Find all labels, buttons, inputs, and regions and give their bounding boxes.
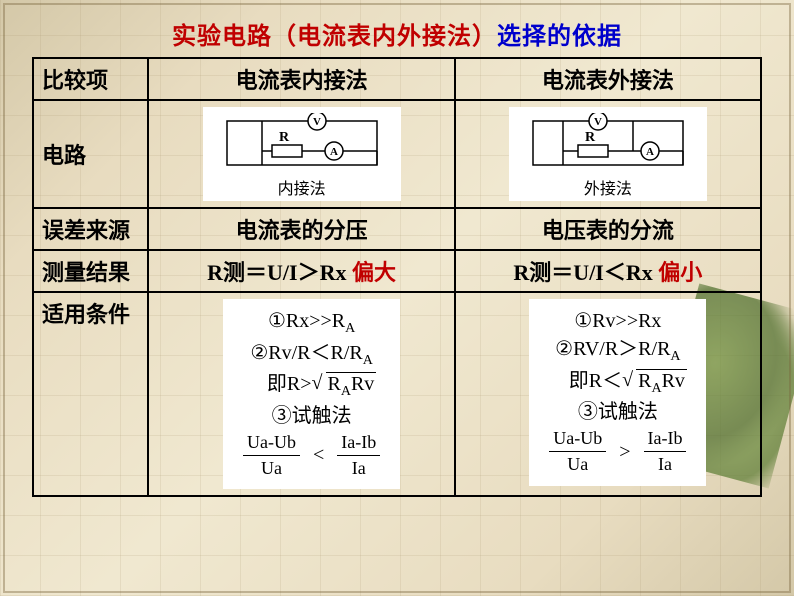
svg-text:A: A [646, 146, 654, 158]
comparison-table: 比较项 电流表内接法 电流表外接法 电路 V R [32, 57, 762, 497]
error-label: 误差来源 [33, 208, 148, 250]
cond2-line4: ③试触法 [545, 398, 690, 426]
cond2-line3: 即R＜RARv [545, 367, 690, 399]
svg-text:A: A [330, 146, 338, 158]
title-blue: 选择的依据 [497, 24, 622, 50]
header-row: 比较项 电流表内接法 电流表外接法 [33, 58, 761, 100]
cond-col1: ①Rx>>RA ②Rv/R＜R/RA 即R>RARv ③试触法 Ua-UbUa … [148, 292, 454, 496]
cond2-frac: Ua-UbUa > Ia-IbIa [545, 426, 690, 477]
circuit-label: 电路 [33, 100, 148, 208]
cond2-line1: ①Rv>>Rx [545, 307, 690, 335]
result-col2-black: R测＝U/I＜Rx [513, 260, 658, 285]
error-col1: 电流表的分压 [148, 208, 454, 250]
circuit-external-caption: 外接法 [523, 175, 693, 199]
cond-label: 适用条件 [33, 292, 148, 496]
result-col2-red: 偏小 [658, 260, 702, 285]
header-rowlabel: 比较项 [33, 58, 148, 100]
svg-text:R: R [279, 130, 290, 145]
cond1-line3: 即R>RARv [239, 370, 384, 402]
result-col1: R测＝U/I＞Rx 偏大 [148, 250, 454, 292]
error-col2: 电压表的分流 [455, 208, 761, 250]
cond2-line2: ②RV/R＞R/RA [545, 335, 690, 367]
cond1-line4: ③试触法 [239, 402, 384, 430]
circuit-external-cell: V R A 外接法 [455, 100, 761, 208]
result-col2: R测＝U/I＜Rx 偏小 [455, 250, 761, 292]
page-title: 实验电路（电流表内外接法）选择的依据 [32, 16, 762, 51]
cond1-line2: ②Rv/R＜R/RA [239, 339, 384, 371]
cond1-line1: ①Rx>>RA [239, 307, 384, 339]
cond-row: 适用条件 ①Rx>>RA ②Rv/R＜R/RA 即R>RARv ③试触法 Ua-… [33, 292, 761, 496]
result-col1-red: 偏大 [352, 260, 396, 285]
svg-text:V: V [313, 116, 321, 128]
slide-content: 实验电路（电流表内外接法）选择的依据 比较项 电流表内接法 电流表外接法 电路 … [0, 0, 794, 513]
cond1-frac: Ua-UbUa < Ia-IbIa [239, 430, 384, 481]
title-red: 实验电路（电流表内外接法） [172, 24, 497, 50]
cond-col2: ①Rv>>Rx ②RV/R＞R/RA 即R＜RARv ③试触法 Ua-UbUa … [455, 292, 761, 496]
circuit-internal-svg: V R A [217, 113, 387, 173]
error-row: 误差来源 电流表的分压 电压表的分流 [33, 208, 761, 250]
circuit-row: 电路 V R A [33, 100, 761, 208]
header-col2: 电流表外接法 [455, 58, 761, 100]
cond-col2-box: ①Rv>>Rx ②RV/R＞R/RA 即R＜RARv ③试触法 Ua-UbUa … [529, 299, 706, 486]
result-col1-black: R测＝U/I＞Rx [207, 260, 352, 285]
cond-col1-box: ①Rx>>RA ②Rv/R＜R/RA 即R>RARv ③试触法 Ua-UbUa … [223, 299, 400, 489]
header-col1: 电流表内接法 [148, 58, 454, 100]
circuit-external-box: V R A 外接法 [509, 107, 707, 201]
circuit-external-svg: V R A [523, 113, 693, 173]
circuit-internal-caption: 内接法 [217, 175, 387, 199]
circuit-internal-box: V R A 内接法 [203, 107, 401, 201]
result-label: 测量结果 [33, 250, 148, 292]
svg-text:R: R [585, 130, 596, 145]
circuit-internal-cell: V R A 内接法 [148, 100, 454, 208]
result-row: 测量结果 R测＝U/I＞Rx 偏大 R测＝U/I＜Rx 偏小 [33, 250, 761, 292]
svg-text:V: V [594, 116, 602, 128]
